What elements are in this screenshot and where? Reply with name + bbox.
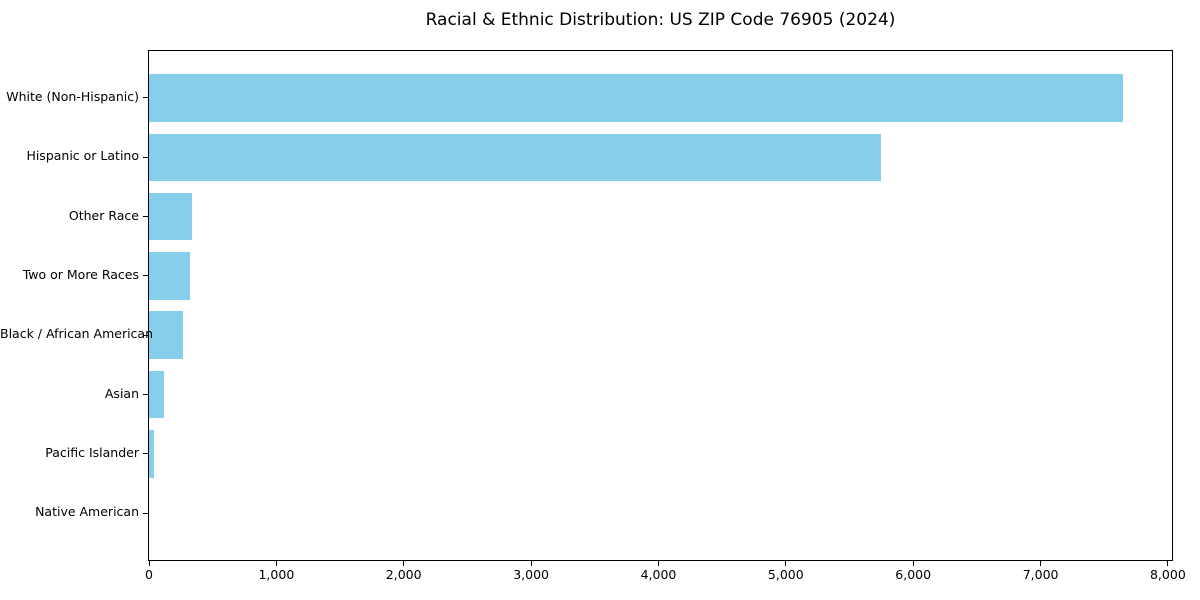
y-tick-label: Two or More Races [22,266,139,282]
x-tick-label: 8,000 [1149,567,1186,582]
x-tick [1167,561,1169,566]
bar-asian [149,370,164,419]
bars-layer [149,51,1172,560]
x-tick [785,561,787,566]
bar-other-race [149,192,192,241]
x-tick [912,561,914,566]
y-tick [143,275,148,277]
y-tick [143,453,148,455]
x-tick [403,561,405,566]
x-tick-label: 6,000 [895,567,932,582]
x-tick [530,561,532,566]
y-tick-label: Asian [104,385,139,401]
y-tick [143,97,148,99]
y-tick [143,334,148,336]
x-tick-label: 7,000 [1022,567,1059,582]
y-tick [143,512,148,514]
bar-pacific-islander [149,430,155,478]
x-tick [1040,561,1042,566]
y-tick [143,156,148,158]
x-tick-label: 1,000 [258,567,295,582]
x-tick [148,561,150,566]
bar-two-or-more-races [149,252,191,300]
y-tick-label: Other Race [68,207,139,223]
x-tick-label: 5,000 [767,567,804,582]
bar-black-african-american [149,311,184,359]
x-tick-label: 3,000 [513,567,549,582]
x-tick [275,561,277,566]
y-tick-label: Black / African American [0,326,154,342]
y-tick [143,394,148,395]
x-tick [658,561,659,566]
chart-title: Racial & Ethnic Distribution: US ZIP Cod… [425,10,896,30]
plot-area [148,50,1173,561]
y-tick-label: White (Non-Hispanic) [6,88,139,104]
y-tick-label: Hispanic or Latino [26,148,139,164]
x-tick-label: 4,000 [640,567,677,582]
x-tick-label: 2,000 [385,567,422,582]
y-tick-label: Pacific Islander [45,444,139,460]
bar-white-non-hispanic [149,74,1124,122]
x-tick-label: 0 [145,567,153,582]
y-tick-label: Native American [35,504,139,520]
bar-hispanic-or-latino [149,133,882,181]
y-tick [143,216,148,217]
